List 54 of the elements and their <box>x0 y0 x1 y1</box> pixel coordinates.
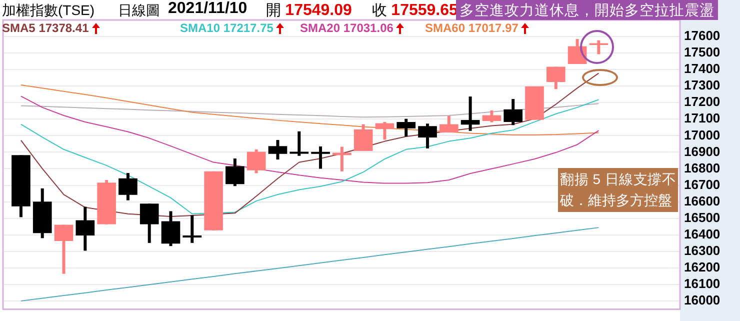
y-tick-label: 17200 <box>684 94 720 110</box>
candlestick <box>504 98 523 126</box>
text: 開 17549.09 <box>266 1 352 20</box>
candlestick <box>396 118 416 137</box>
y-tick-label: 16000 <box>684 292 720 308</box>
candlestick <box>268 140 288 160</box>
y-tick-label: 17400 <box>684 61 720 76</box>
y-tick-label: 17000 <box>684 127 720 142</box>
y-tick-label: 16800 <box>684 160 720 176</box>
text: 多空進攻力道休息，開始多空拉扯震盪 <box>456 0 718 20</box>
text: SMA20 <box>300 21 340 35</box>
y-tick-label: 16700 <box>684 176 720 192</box>
candlestick <box>311 146 330 169</box>
y-tick-label: 16200 <box>684 259 720 274</box>
text: 收 17559.65 <box>372 1 458 20</box>
candlestick <box>482 110 502 122</box>
y-tick-label: 16900 <box>684 144 720 159</box>
candlestick <box>332 146 352 172</box>
candlestick <box>226 158 244 186</box>
text: 2021/11/10 <box>168 0 248 18</box>
candlestick <box>161 211 180 246</box>
y-tick-label: 17100 <box>684 110 720 126</box>
text: SMA5 <box>2 21 36 35</box>
y-tick-label: 16400 <box>684 226 720 242</box>
chart-subtitle: 日線圖 <box>118 2 160 20</box>
y-tick-label: 17300 <box>684 78 720 93</box>
candlestick <box>140 204 159 243</box>
annotation: 17378.41 <box>38 21 89 35</box>
text: SMA10 <box>180 21 220 35</box>
annotation: 17217.75 <box>223 21 274 35</box>
annotation: 翻揚 5 日線支撐不破．維持多方控盤 <box>558 168 678 212</box>
candlestick <box>118 173 138 200</box>
candlestick <box>246 149 266 174</box>
y-tick-label: 16300 <box>684 242 720 258</box>
y-tick-label: 16500 <box>684 210 720 225</box>
chart-title: 加權指數(TSE) <box>2 2 95 20</box>
candlestick <box>76 206 95 251</box>
annotation: 17017.97 <box>468 21 518 35</box>
candlestick <box>54 224 74 274</box>
y-tick-label: 16600 <box>684 193 720 208</box>
candlestick <box>375 122 394 140</box>
candlestick <box>546 66 566 90</box>
candlestick <box>460 96 480 131</box>
y-tick-label: 17600 <box>684 28 720 44</box>
candlestick <box>290 131 309 156</box>
y-tick-label: 16100 <box>684 276 720 291</box>
candlestick <box>589 40 608 54</box>
text: SMA60 <box>425 21 466 35</box>
candlestick <box>418 124 437 148</box>
candlestick <box>182 215 202 243</box>
candlestick <box>440 116 458 132</box>
candlestick <box>354 124 373 152</box>
annotation: 17031.06 <box>343 21 394 35</box>
y-tick-label: 17500 <box>684 44 720 60</box>
